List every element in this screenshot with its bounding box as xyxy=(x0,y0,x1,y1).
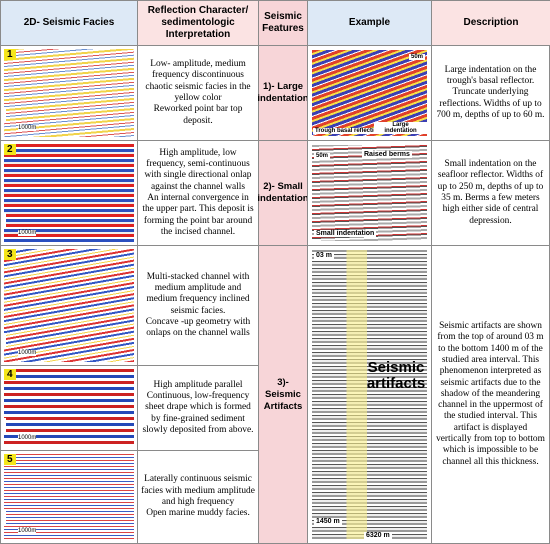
interpretation-text: Low- amplitude, medium frequency discont… xyxy=(145,59,251,103)
interpretation-cell: Multi-stacked channel with medium amplit… xyxy=(137,245,259,366)
example-cell: Raised berms Small indentation 50m xyxy=(307,140,432,246)
example-label: 1450 m xyxy=(314,518,342,525)
vertical-scale: 500m xyxy=(4,510,6,526)
facies-image: 1 1000m 500m xyxy=(4,49,134,137)
header-cell: 2D- Seismic Facies xyxy=(0,0,138,46)
facies-image: 4 1000m 500m xyxy=(4,369,134,447)
interpretation-text: Reworked point bar top deposit. xyxy=(153,104,243,126)
example-label: 6320 m xyxy=(364,532,392,539)
facies-image: 2 1000m 500m xyxy=(4,144,134,242)
horizontal-scale: 1000m xyxy=(18,528,37,534)
interpretation-text: Open marine muddy facies. xyxy=(146,508,250,519)
example-image: Seismic artifacts 03 m 1450 m 6320 m xyxy=(312,250,427,539)
header-cell: Reflection Character/ sedimentologic Int… xyxy=(137,0,259,46)
feature-cell: 1)- Large indentation xyxy=(257,45,309,141)
header-cell: Description xyxy=(431,0,550,46)
feature-name: 2)- Small indentation xyxy=(257,181,309,204)
vertical-scale: 500m xyxy=(4,212,6,228)
interpretation-cell: Laterally continuous seismic facies with… xyxy=(137,450,259,544)
facies-number: 5 xyxy=(4,454,16,465)
example-label: Large indentation xyxy=(374,122,427,134)
interpretation-cell: Low- amplitude, medium frequency discont… xyxy=(137,45,259,141)
facies-cell: 4 1000m 500m xyxy=(0,365,138,451)
header-cell: Seismic Features xyxy=(258,0,308,46)
vertical-scale: 500m xyxy=(4,332,6,348)
feature-cell: 3)- Seismic Artifacts xyxy=(258,245,308,544)
interpretation-text: Multi-stacked channel with medium amplit… xyxy=(146,271,250,316)
feature-cell: 2)- Small indentation xyxy=(257,140,309,246)
feature-name: 1)- Large indentation xyxy=(257,81,309,104)
facies-number: 2 xyxy=(4,144,16,155)
example-label: Trough basal reflection xyxy=(313,128,384,134)
interpretation-cell: High amplitude, low frequency, semi-cont… xyxy=(137,140,259,246)
interpretation-text: High amplitude parallel Continuous, low-… xyxy=(142,379,254,435)
horizontal-scale: 1000m xyxy=(18,230,37,236)
interpretation-text: An internal convergence in the upper par… xyxy=(142,193,254,237)
facies-number: 1 xyxy=(4,49,16,60)
example-label: 03 m xyxy=(314,252,334,259)
interpretation-text: High amplitude, low frequency, semi-cont… xyxy=(144,147,252,192)
facies-number: 4 xyxy=(4,369,16,380)
header-cell: Example xyxy=(307,0,432,46)
facies-cell: 5 1000m 500m xyxy=(0,450,138,544)
description-cell: Small indentation on the seafloor reflec… xyxy=(431,140,550,246)
interpretation-text: Concave -up geometry with onlaps on the … xyxy=(145,316,251,339)
example-image: Trough basal reflection Large indentation… xyxy=(312,50,427,136)
example-cell: Seismic artifacts 03 m 1450 m 6320 m xyxy=(307,245,432,544)
vertical-scale: 500m xyxy=(4,417,6,433)
facies-cell: 1 1000m 500m xyxy=(0,45,138,141)
horizontal-scale: 1000m xyxy=(18,125,37,131)
horizontal-scale: 1000m xyxy=(18,350,37,356)
facies-image: 5 1000m 500m xyxy=(4,454,134,540)
feature-name: 3)- Seismic Artifacts xyxy=(263,376,303,412)
description-text: Small indentation on the seafloor reflec… xyxy=(437,159,544,226)
vertical-scale: 500m xyxy=(4,107,6,123)
interpretation-cell: High amplitude parallel Continuous, low-… xyxy=(137,365,259,451)
facies-cell: 3 1000m 500m xyxy=(0,245,138,366)
description-text: Seismic artifacts are shown from the top… xyxy=(436,321,545,467)
example-label: Raised berms xyxy=(362,151,412,158)
facies-cell: 2 1000m 500m xyxy=(0,140,138,246)
facies-image: 3 1000m 500m xyxy=(4,249,134,362)
description-text: Large indentation on the trough's basal … xyxy=(436,64,545,120)
interpretation-text: Laterally continuous seismic facies with… xyxy=(141,474,255,507)
facies-number: 3 xyxy=(4,249,16,260)
example-cell: Trough basal reflection Large indentation… xyxy=(307,45,432,141)
example-image: Raised berms Small indentation 50m xyxy=(312,145,427,241)
description-cell: Large indentation on the trough's basal … xyxy=(431,45,550,141)
example-label: 50m xyxy=(314,153,331,159)
horizontal-scale: 1000m xyxy=(18,435,37,441)
example-label: 50m xyxy=(408,54,425,60)
description-cell: Seismic artifacts are shown from the top… xyxy=(431,245,550,544)
example-label: Seismic artifacts xyxy=(366,359,426,392)
example-label: Small indentation xyxy=(314,230,377,237)
